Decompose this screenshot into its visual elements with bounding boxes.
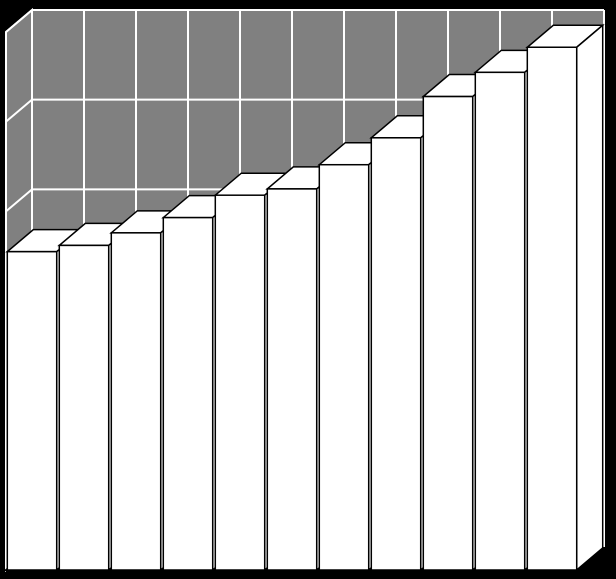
bar-front [474,71,526,571]
bar-front [6,250,58,571]
bar-side [575,23,604,572]
bar-front [318,163,370,571]
bar-series [5,23,605,572]
bar-front [110,232,162,571]
gridline-side [5,98,33,123]
bar [525,23,605,572]
bar-front [422,95,474,571]
gridline-side [5,9,33,33]
bar-front [370,137,422,571]
bar-front [266,188,318,571]
gridline-side [5,188,33,213]
bar-front [214,194,266,571]
bar-front [526,46,578,571]
bar-front [162,216,214,571]
bar-front [58,244,110,571]
